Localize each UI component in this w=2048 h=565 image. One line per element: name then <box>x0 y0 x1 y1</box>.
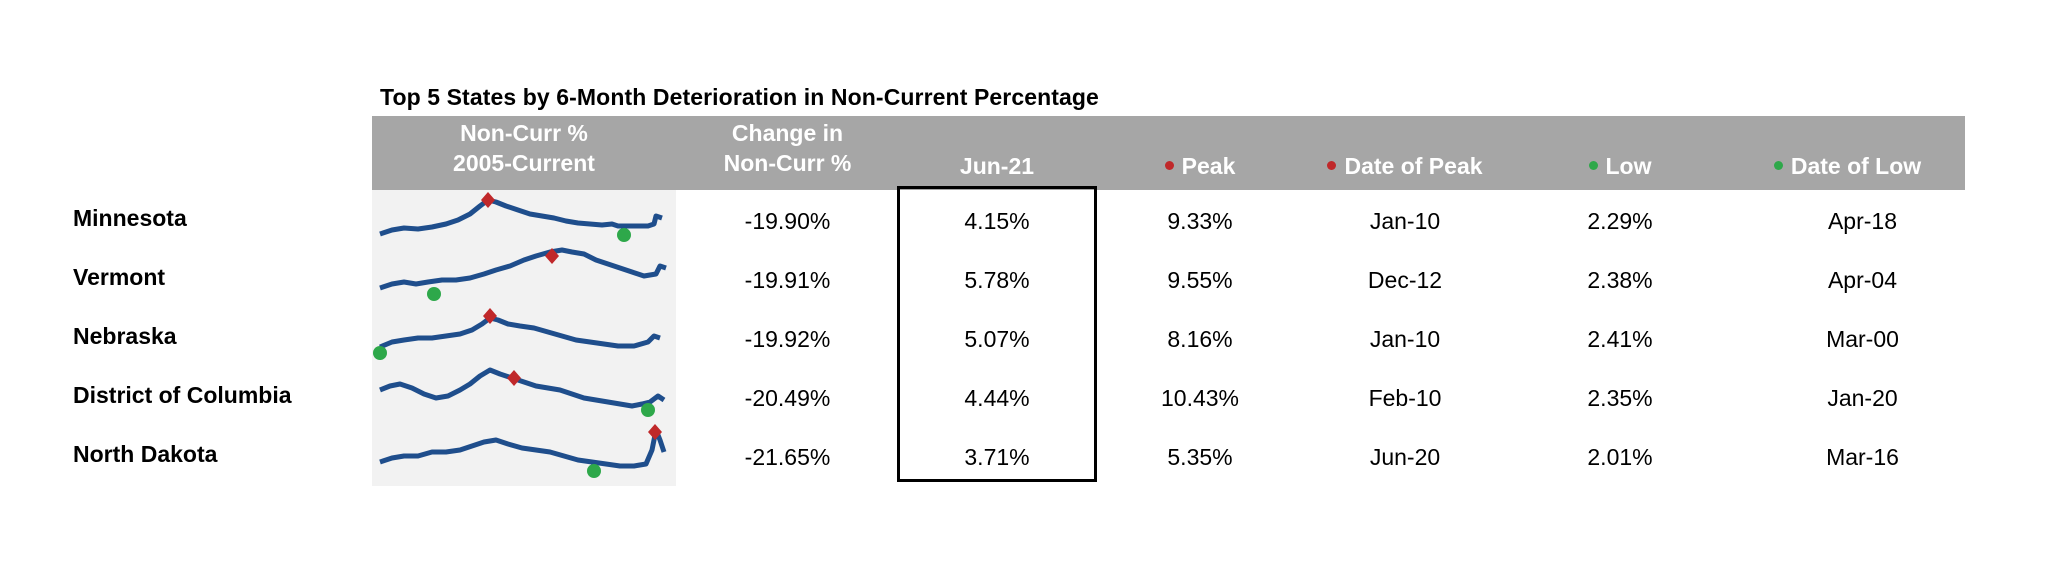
low-value: 2.41% <box>1587 326 1653 352</box>
date-of-peak-value: Jan-10 <box>1369 208 1441 234</box>
peak-marker <box>507 370 521 386</box>
peak-value: 9.55% <box>1167 267 1233 293</box>
state-name: Vermont <box>73 264 166 290</box>
low-value: 2.38% <box>1587 267 1653 293</box>
state-name: North Dakota <box>73 441 218 467</box>
peak-value: 8.16% <box>1167 326 1233 352</box>
header-date-of-peak: Date of Peak <box>1290 151 1520 181</box>
peak-value: 9.33% <box>1167 208 1233 234</box>
peak-marker <box>545 248 559 264</box>
low-dot-icon <box>1588 161 1598 171</box>
header-date-of-peak-label: Date of Peak <box>1344 153 1483 179</box>
header-change-line1: Change in <box>731 120 844 146</box>
sparkline-line <box>379 367 666 409</box>
state-name: District of Columbia <box>73 382 292 408</box>
change-value: -19.90% <box>744 208 831 234</box>
header-bar <box>372 116 1965 190</box>
header-sparkline: Non-Curr % 2005-Current <box>372 118 676 178</box>
sparkline-chart <box>373 192 667 478</box>
low-marker <box>617 228 631 242</box>
header-current: Jun-21 <box>959 153 1035 179</box>
peak-value: 10.43% <box>1160 385 1239 411</box>
low-marker <box>373 346 387 360</box>
change-value: -20.49% <box>744 385 831 411</box>
low-value: 2.35% <box>1587 385 1653 411</box>
sparkline-line <box>379 427 667 469</box>
change-value: -19.91% <box>744 267 831 293</box>
current-value: 5.78% <box>964 267 1030 293</box>
peak-marker <box>483 308 497 324</box>
sparkline-north-dakota <box>379 424 667 478</box>
header-sparkline-line1: Non-Curr % <box>460 120 588 146</box>
sparkline-vermont <box>379 247 667 301</box>
low-value: 2.29% <box>1587 208 1653 234</box>
sparkline-line <box>379 247 667 291</box>
peak-value: 5.35% <box>1167 444 1233 470</box>
date-of-peak-value: Jan-10 <box>1369 326 1441 352</box>
change-value: -21.65% <box>744 444 831 470</box>
current-value: 5.07% <box>964 326 1030 352</box>
header-change-line2: Non-Curr % <box>723 150 852 176</box>
sparkline-district-of-columbia <box>379 367 666 417</box>
peak-dot-icon <box>1327 161 1337 171</box>
current-column-highlight <box>897 186 1097 482</box>
date-of-low-value: Jan-20 <box>1827 385 1898 411</box>
date-of-low-value: Mar-16 <box>1826 444 1899 470</box>
peak-marker <box>648 424 662 440</box>
current-value: 3.71% <box>964 444 1030 470</box>
current-value: 4.15% <box>964 208 1030 234</box>
low-value: 2.01% <box>1587 444 1653 470</box>
sparkline-line <box>379 197 663 237</box>
date-of-peak-value: Dec-12 <box>1367 267 1443 293</box>
peak-marker <box>481 192 495 208</box>
header-sparkline-line2: 2005-Current <box>453 150 595 176</box>
header-change: Change in Non-Curr % <box>690 118 885 178</box>
low-dot-icon <box>1773 161 1783 171</box>
current-value: 4.44% <box>964 385 1030 411</box>
header-date-of-low-label: Date of Low <box>1790 153 1922 179</box>
date-of-peak-value: Jun-20 <box>1369 444 1441 470</box>
header-date-of-low: Date of Low <box>1730 151 1965 181</box>
sparkline-line <box>379 315 661 350</box>
table-title: Top 5 States by 6-Month Deterioration in… <box>380 84 1099 110</box>
header-peak-label: Peak <box>1181 153 1236 179</box>
low-marker <box>427 287 441 301</box>
change-value: -19.92% <box>744 326 831 352</box>
header-low-label: Low <box>1605 153 1652 179</box>
low-marker <box>641 403 655 417</box>
state-name: Minnesota <box>73 205 187 231</box>
date-of-low-value: Apr-18 <box>1827 208 1898 234</box>
header-low: Low <box>1520 151 1720 181</box>
low-marker <box>587 464 601 478</box>
state-name: Nebraska <box>73 323 177 349</box>
date-of-low-value: Mar-00 <box>1826 326 1899 352</box>
sparkline-nebraska <box>373 308 661 360</box>
sparkline-minnesota <box>379 192 663 242</box>
date-of-low-value: Apr-04 <box>1827 267 1898 293</box>
date-of-peak-value: Feb-10 <box>1368 385 1442 411</box>
peak-dot-icon <box>1164 161 1174 171</box>
header-peak: Peak <box>1110 151 1290 181</box>
